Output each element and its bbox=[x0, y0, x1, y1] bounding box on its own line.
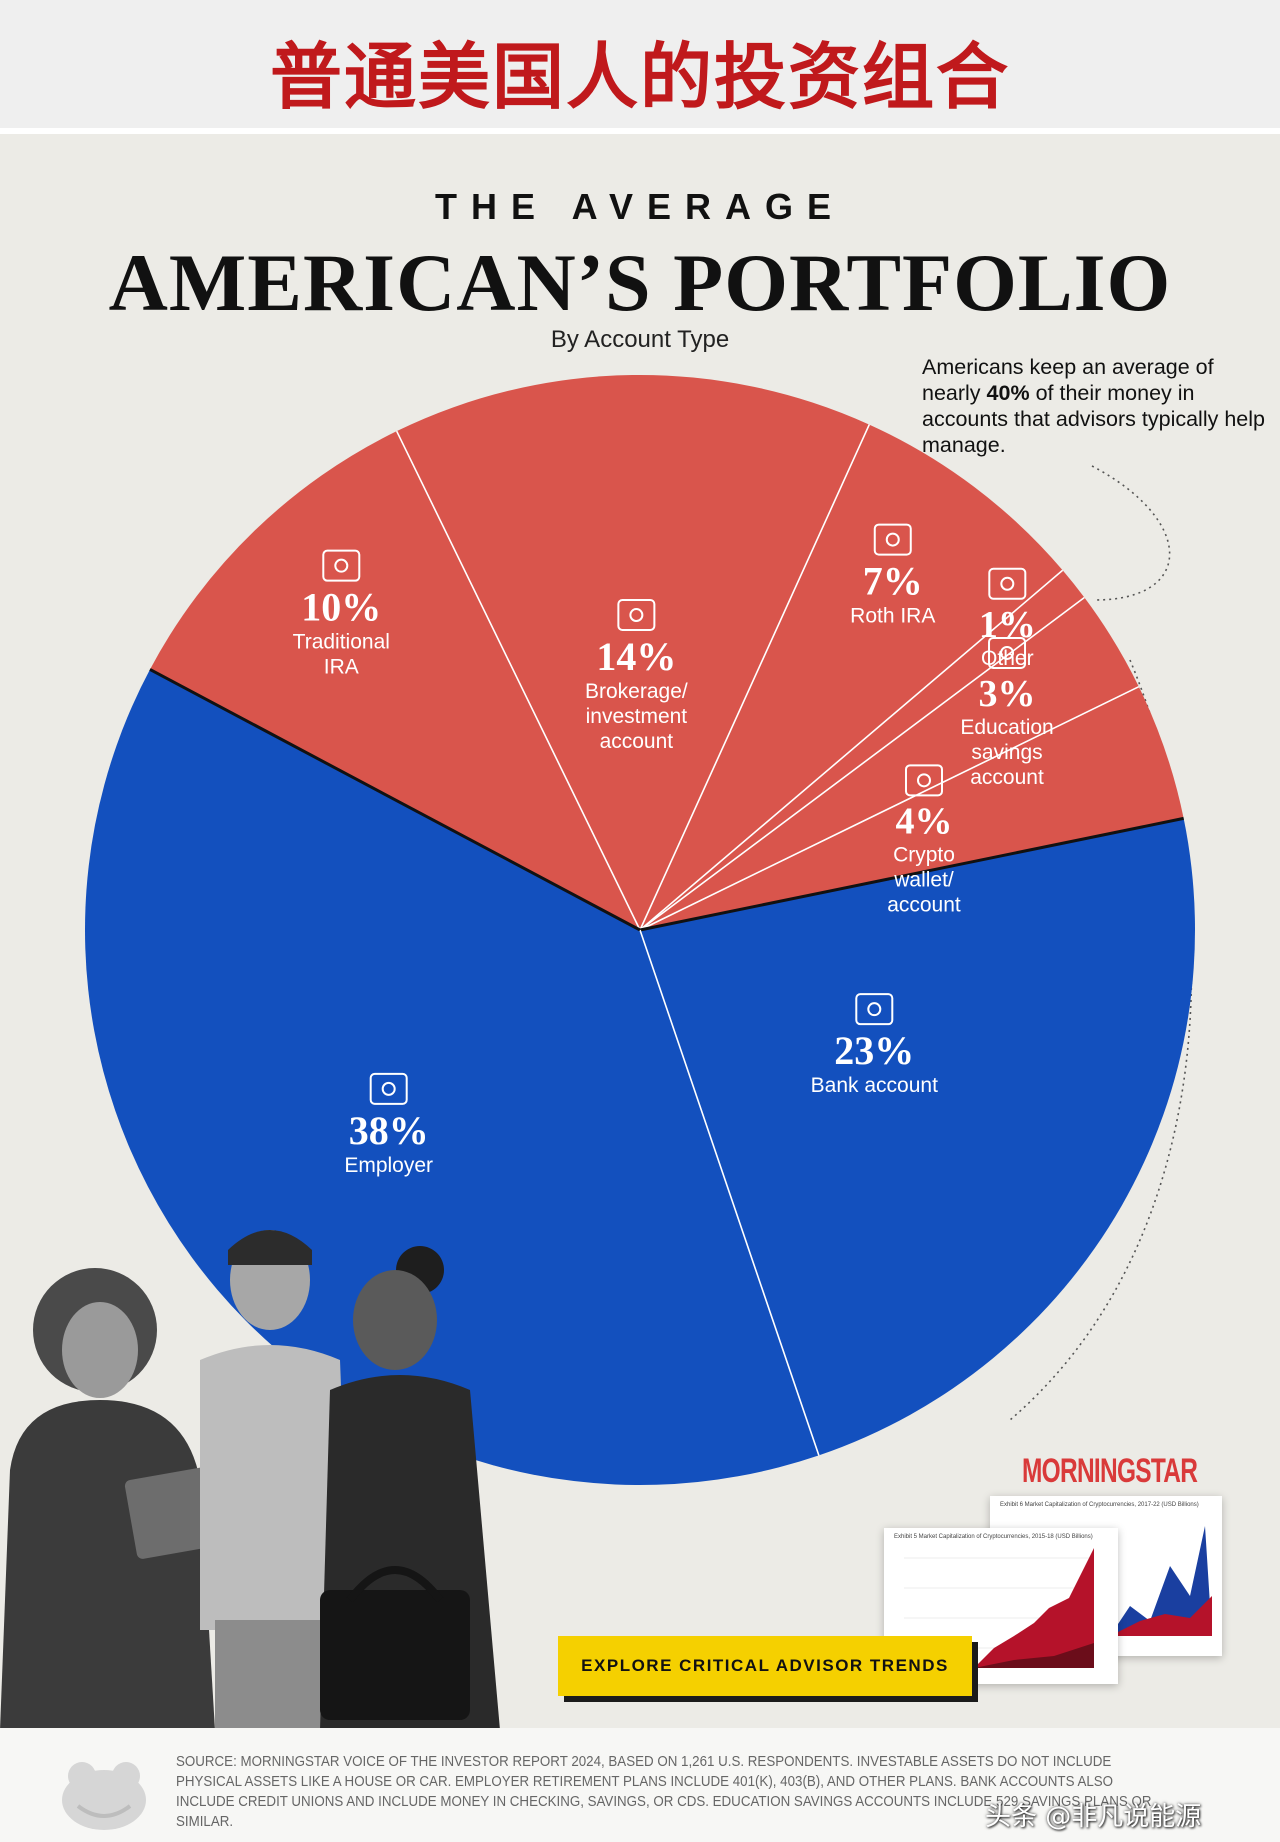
report-page-back-title: Exhibit 6 Market Capitalization of Crypt… bbox=[1000, 1502, 1199, 1508]
slice-label-traditional-ira: IRA bbox=[324, 656, 359, 679]
banner-title: 普通美国人的投资组合 bbox=[269, 35, 1010, 119]
chart-kicker: THE AVERAGE bbox=[434, 186, 846, 227]
pie-slice-brokerage-investment-account bbox=[396, 375, 870, 930]
pie-slice-crypto-wallet-account bbox=[640, 686, 1184, 930]
people-photo bbox=[0, 1230, 500, 1730]
slice-label-crypto-wallet-account: wallet/ bbox=[893, 868, 954, 891]
slice-value-employer: 38% bbox=[349, 1108, 429, 1153]
top-banner: 普通美国人的投资组合 bbox=[0, 0, 1280, 128]
slice-value-bank-account: 23% bbox=[834, 1028, 914, 1073]
footer bbox=[0, 1728, 1280, 1842]
pie-divider bbox=[639, 424, 871, 931]
tax-safe-icon bbox=[873, 523, 912, 556]
morningstar-logo: MORNINGSTAR bbox=[1022, 1452, 1198, 1490]
pie-divider bbox=[639, 569, 1064, 931]
slice-label-education-savings-account: savings bbox=[971, 741, 1042, 764]
slice-value-education-savings-account: 3% bbox=[979, 673, 1036, 715]
person-left bbox=[0, 1268, 256, 1730]
pie-slice-education-savings-account bbox=[640, 597, 1139, 930]
slice-value-traditional-ira: 10% bbox=[301, 585, 381, 630]
advisor-group-bracket-right bbox=[1091, 465, 1171, 601]
explore-trends-button[interactable]: EXPLORE CRITICAL ADVISOR TRENDS bbox=[558, 1636, 972, 1696]
source-note: SOURCE: MORNINGSTAR VOICE OF THE INVESTO… bbox=[176, 1754, 1152, 1830]
bank-icon bbox=[855, 993, 894, 1026]
pie-divider bbox=[149, 668, 641, 932]
slice-label-crypto-wallet-account: Crypto bbox=[893, 843, 955, 866]
slice-value-brokerage-investment-account: 14% bbox=[596, 634, 676, 679]
note-text-after: of their money in accounts that advisors… bbox=[922, 381, 1265, 457]
slice-label-education-savings-account: account bbox=[970, 766, 1044, 789]
slice-value-crypto-wallet-account: 4% bbox=[895, 800, 952, 842]
note-highlight: 40% bbox=[986, 381, 1030, 405]
pie-divider bbox=[639, 685, 1140, 931]
footer-logo-icon bbox=[62, 1762, 146, 1830]
chart-subtitle: By Account Type bbox=[550, 326, 730, 353]
slice-label-roth-ira: Roth IRA bbox=[850, 605, 935, 628]
pie-slice-traditional-ira bbox=[149, 431, 640, 930]
advisor-note: Americans keep an average of nearly 40% … bbox=[922, 354, 1272, 458]
safe-tax-icon bbox=[322, 549, 361, 582]
people-icon bbox=[369, 1072, 408, 1105]
chart-title: AMERICAN’S PORTFOLIO bbox=[108, 237, 1172, 328]
watermark: 头条 @非凡说能源 bbox=[985, 1802, 1202, 1832]
slice-label-crypto-wallet-account: account bbox=[887, 893, 961, 916]
pie-slice-bank-account bbox=[640, 818, 1195, 1456]
person-right bbox=[320, 1246, 500, 1730]
slice-label-traditional-ira: Traditional bbox=[293, 631, 390, 654]
growth-chart-icon bbox=[617, 599, 656, 632]
slice-label-brokerage-investment-account: Brokerage/ bbox=[585, 680, 688, 703]
magnifier-icon bbox=[988, 567, 1027, 600]
wallet-icon bbox=[904, 764, 943, 797]
slice-value-roth-ira: 7% bbox=[863, 559, 923, 604]
pie-divider bbox=[639, 816, 1184, 932]
slice-label-bank-account: Bank account bbox=[811, 1074, 938, 1097]
report-back-chart bbox=[1110, 1526, 1212, 1636]
pie-dividers bbox=[149, 424, 1184, 1456]
report-front-chart bbox=[904, 1548, 1094, 1668]
slice-label-employer: Employer bbox=[344, 1154, 433, 1177]
pie-slice-roth-ira bbox=[640, 424, 1063, 930]
graduation-cap-icon bbox=[988, 636, 1027, 669]
slice-label-education-savings-account: Education bbox=[960, 716, 1053, 739]
pie-divider bbox=[639, 929, 820, 1456]
note-text-before: Americans keep an average of nearly bbox=[922, 355, 1214, 405]
pie-divider bbox=[395, 430, 641, 931]
slice-label-brokerage-investment-account: investment bbox=[586, 705, 688, 728]
pie-slice-other bbox=[640, 570, 1085, 930]
person-middle bbox=[200, 1230, 350, 1730]
slice-label-brokerage-investment-account: account bbox=[600, 730, 674, 753]
pie-divider bbox=[639, 596, 1085, 931]
slice-value-other: 1% bbox=[979, 604, 1036, 646]
report-page-front-title: Exhibit 5 Market Capitalization of Crypt… bbox=[894, 1534, 1093, 1540]
